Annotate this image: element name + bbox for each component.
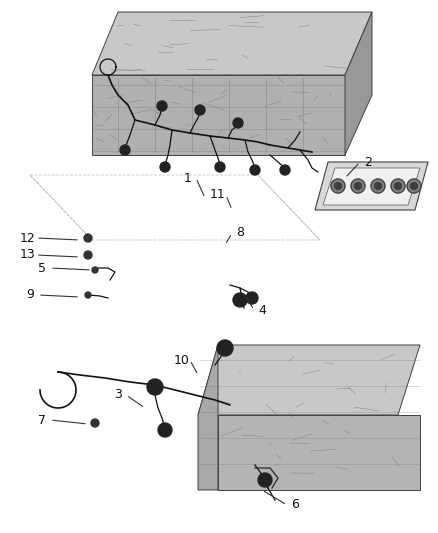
Circle shape xyxy=(91,419,99,427)
Circle shape xyxy=(335,182,342,190)
Circle shape xyxy=(280,165,290,175)
Polygon shape xyxy=(315,162,428,210)
Text: 12: 12 xyxy=(20,231,36,245)
Circle shape xyxy=(120,145,130,155)
Circle shape xyxy=(331,179,345,193)
Circle shape xyxy=(354,182,361,190)
Polygon shape xyxy=(92,12,372,75)
Circle shape xyxy=(92,267,98,273)
Polygon shape xyxy=(323,168,420,205)
Circle shape xyxy=(233,118,243,128)
Text: 13: 13 xyxy=(20,248,36,262)
Circle shape xyxy=(374,182,381,190)
Polygon shape xyxy=(218,415,420,490)
Text: 7: 7 xyxy=(38,414,46,426)
Text: 2: 2 xyxy=(364,156,372,168)
Circle shape xyxy=(410,182,417,190)
Polygon shape xyxy=(198,345,420,415)
Circle shape xyxy=(371,179,385,193)
Circle shape xyxy=(157,101,167,111)
Circle shape xyxy=(246,292,258,304)
Circle shape xyxy=(258,473,272,487)
Text: 1: 1 xyxy=(184,172,192,184)
Circle shape xyxy=(233,293,247,307)
Circle shape xyxy=(160,162,170,172)
Text: 9: 9 xyxy=(26,288,34,302)
Text: 3: 3 xyxy=(114,389,122,401)
Text: 8: 8 xyxy=(236,227,244,239)
Polygon shape xyxy=(198,345,218,490)
Circle shape xyxy=(250,165,260,175)
Text: 6: 6 xyxy=(291,498,299,512)
Circle shape xyxy=(85,292,91,298)
Circle shape xyxy=(147,379,163,395)
Polygon shape xyxy=(92,75,345,155)
Circle shape xyxy=(217,340,233,356)
Circle shape xyxy=(84,234,92,242)
Text: 5: 5 xyxy=(38,262,46,274)
Text: 4: 4 xyxy=(258,303,266,317)
Circle shape xyxy=(215,162,225,172)
Polygon shape xyxy=(345,12,372,155)
Circle shape xyxy=(391,179,405,193)
Circle shape xyxy=(395,182,402,190)
Circle shape xyxy=(195,105,205,115)
Circle shape xyxy=(351,179,365,193)
Circle shape xyxy=(84,251,92,259)
Text: 11: 11 xyxy=(210,189,226,201)
Circle shape xyxy=(158,423,172,437)
Circle shape xyxy=(407,179,421,193)
Text: 10: 10 xyxy=(174,353,190,367)
